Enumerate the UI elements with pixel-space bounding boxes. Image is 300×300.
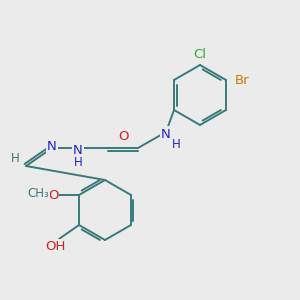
Text: N: N [73, 143, 83, 157]
Text: N: N [47, 140, 57, 152]
Text: OH: OH [45, 241, 65, 254]
Text: H: H [172, 137, 180, 151]
Text: O: O [48, 188, 58, 202]
Text: N: N [161, 128, 171, 140]
Text: H: H [74, 155, 82, 169]
Text: O: O [118, 130, 128, 142]
Text: Cl: Cl [194, 49, 206, 62]
Text: H: H [11, 152, 20, 164]
Text: Br: Br [235, 74, 249, 86]
Text: CH₃: CH₃ [27, 187, 49, 200]
